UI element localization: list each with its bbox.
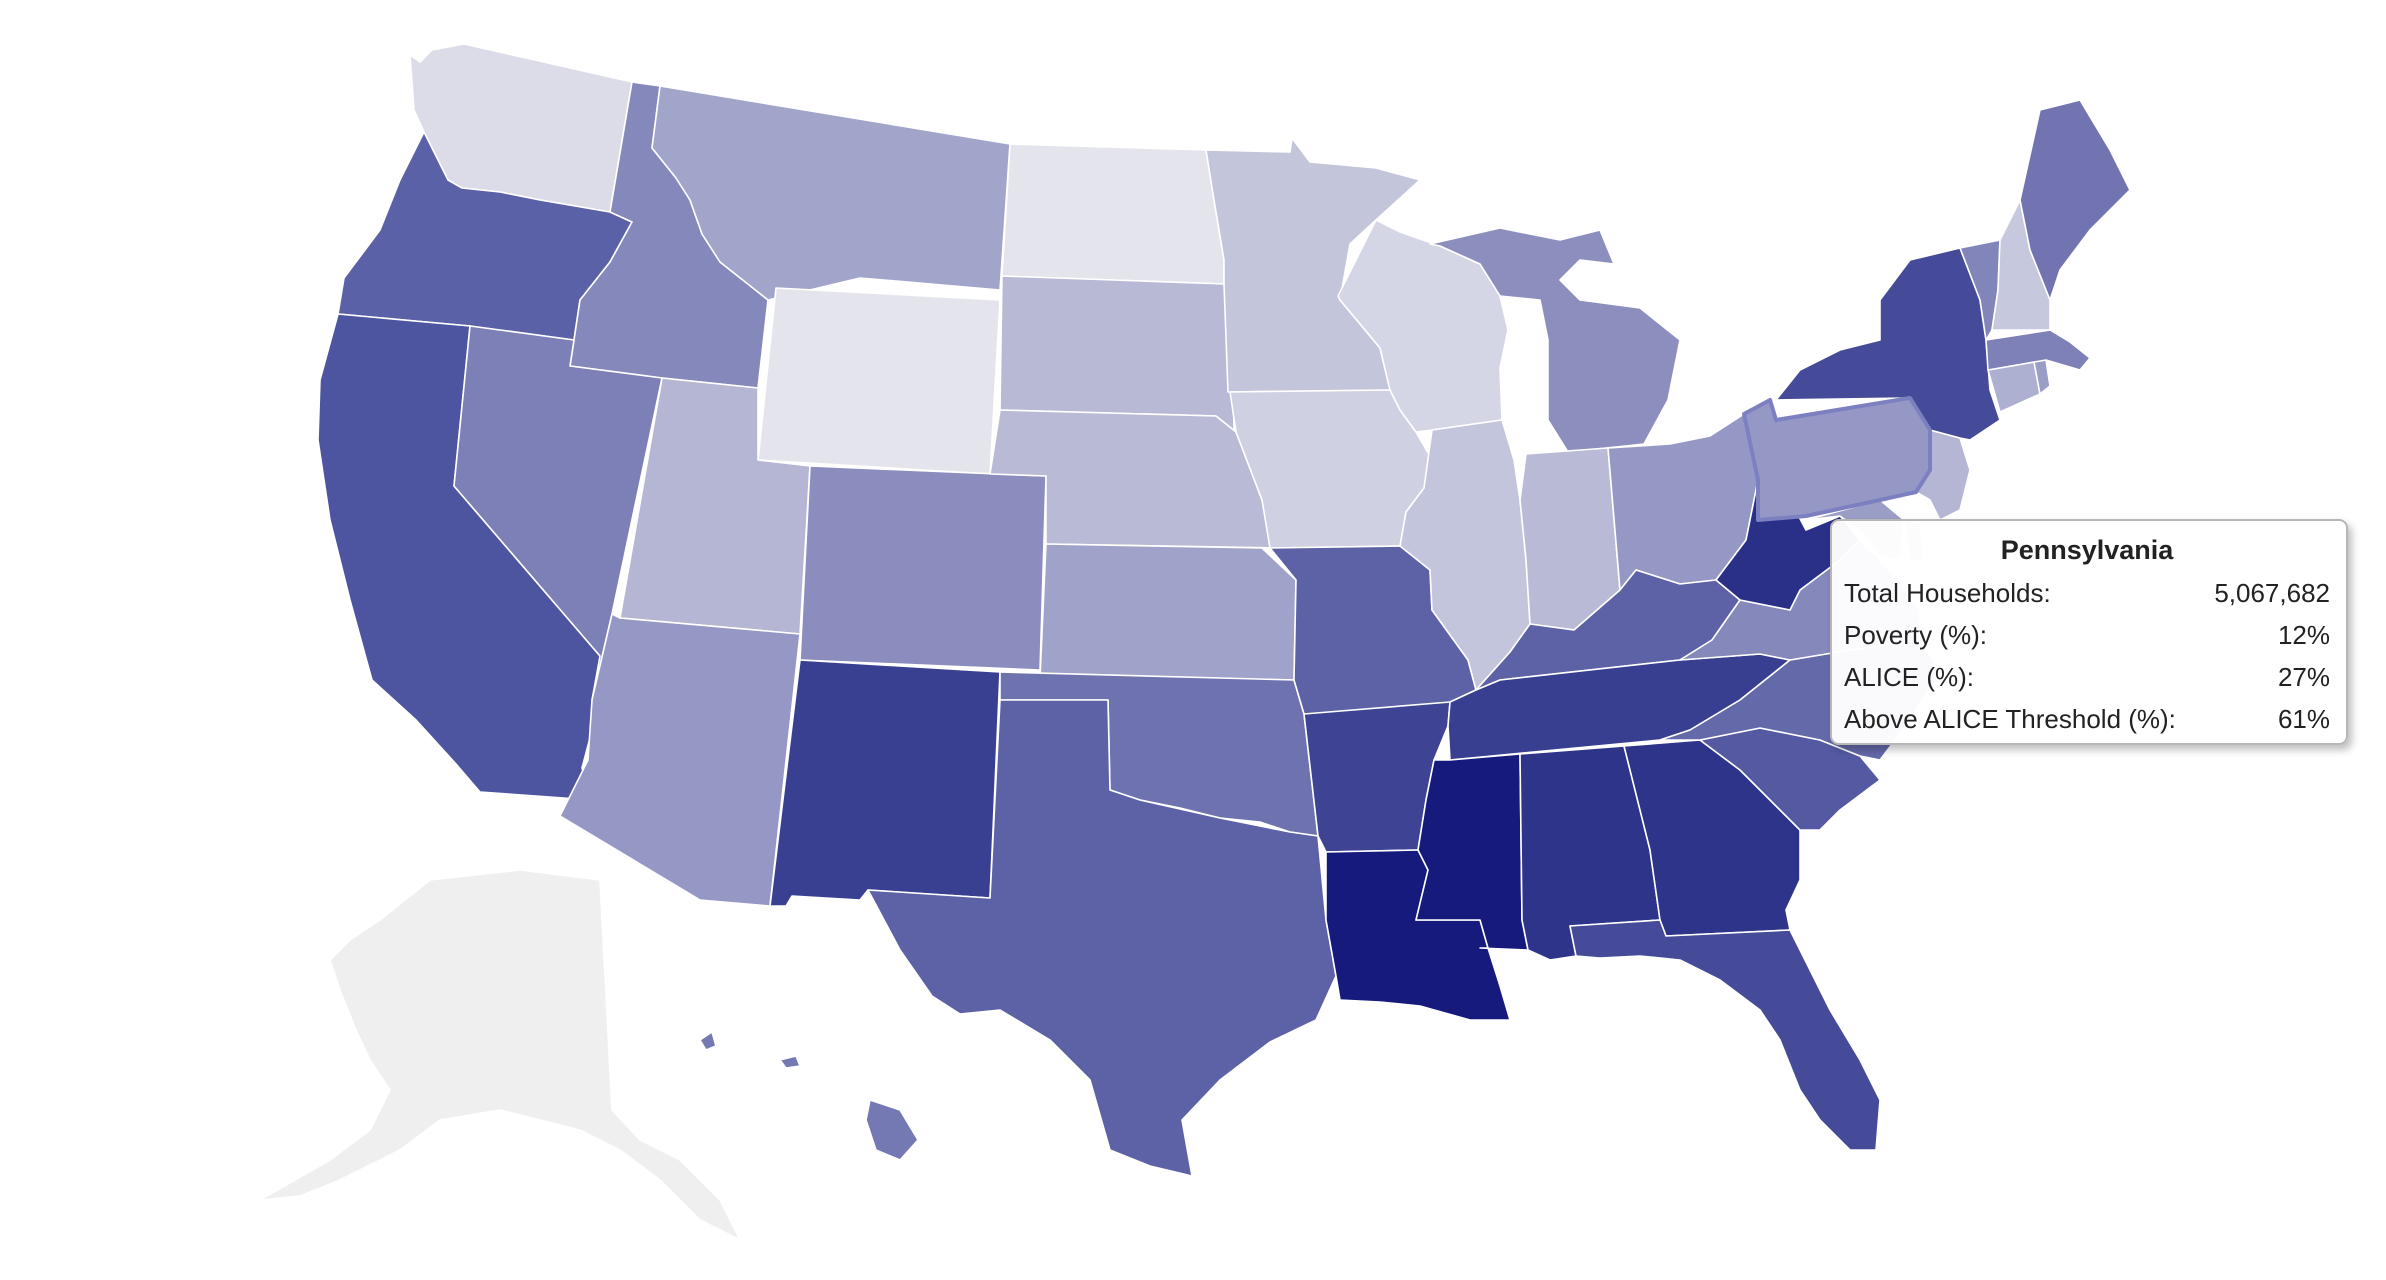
state-hawaii[interactable]: Hawaii: [699, 1031, 919, 1161]
state-florida[interactable]: Florida: [1569, 919, 1881, 1151]
state-tooltip: Pennsylvania Total Households: 5,067,682…: [1830, 519, 2348, 745]
tooltip-value: 5,067,682: [2214, 577, 2330, 608]
state-connecticut[interactable]: Connecticut: [1987, 361, 2041, 413]
state-new-mexico[interactable]: New Mexico: [769, 659, 1001, 907]
state-south-dakota[interactable]: South Dakota: [999, 275, 1237, 433]
state-minnesota[interactable]: Minnesota: [1205, 137, 1421, 393]
state-texas[interactable]: Texas: [867, 699, 1337, 1177]
state-michigan[interactable]: Michigan: [1429, 227, 1681, 453]
tooltip-label: Poverty (%):: [1844, 619, 1988, 650]
state-maine[interactable]: Maine: [2019, 99, 2131, 301]
tooltip-label: ALICE (%):: [1844, 661, 1975, 692]
state-north-dakota[interactable]: North Dakota: [1001, 143, 1225, 285]
tooltip-value: 12%: [2277, 619, 2330, 650]
tooltip-row-above-alice: Above ALICE Threshold (%): 61%: [1844, 698, 2330, 740]
tooltip-row-poverty: Poverty (%): 12%: [1844, 614, 2330, 656]
state-arizona[interactable]: Arizona: [559, 613, 801, 907]
state-kansas[interactable]: Kansas: [1039, 543, 1297, 681]
state-wyoming[interactable]: Wyoming: [757, 287, 1001, 475]
state-wisconsin[interactable]: Wisconsin: [1337, 219, 1509, 433]
tooltip-row-households: Total Households: 5,067,682: [1844, 572, 2330, 614]
tooltip-value: 27%: [2277, 661, 2330, 692]
tooltip-value: 61%: [2277, 703, 2330, 734]
state-pennsylvania[interactable]: Pennsylvania: [1742, 396, 1932, 522]
tooltip-label: Above ALICE Threshold (%):: [1844, 703, 2176, 734]
tooltip-row-alice: ALICE (%): 27%: [1844, 656, 2330, 698]
state-mississippi[interactable]: Mississippi: [1415, 753, 1529, 951]
state-alaska[interactable]: Alaska: [259, 869, 741, 1241]
state-massachusetts[interactable]: Massachusetts: [1985, 329, 2091, 371]
tooltip-label: Total Households:: [1844, 577, 2051, 608]
state-colorado[interactable]: Colorado: [799, 465, 1047, 671]
tooltip-state-name: Pennsylvania: [2000, 535, 2174, 565]
